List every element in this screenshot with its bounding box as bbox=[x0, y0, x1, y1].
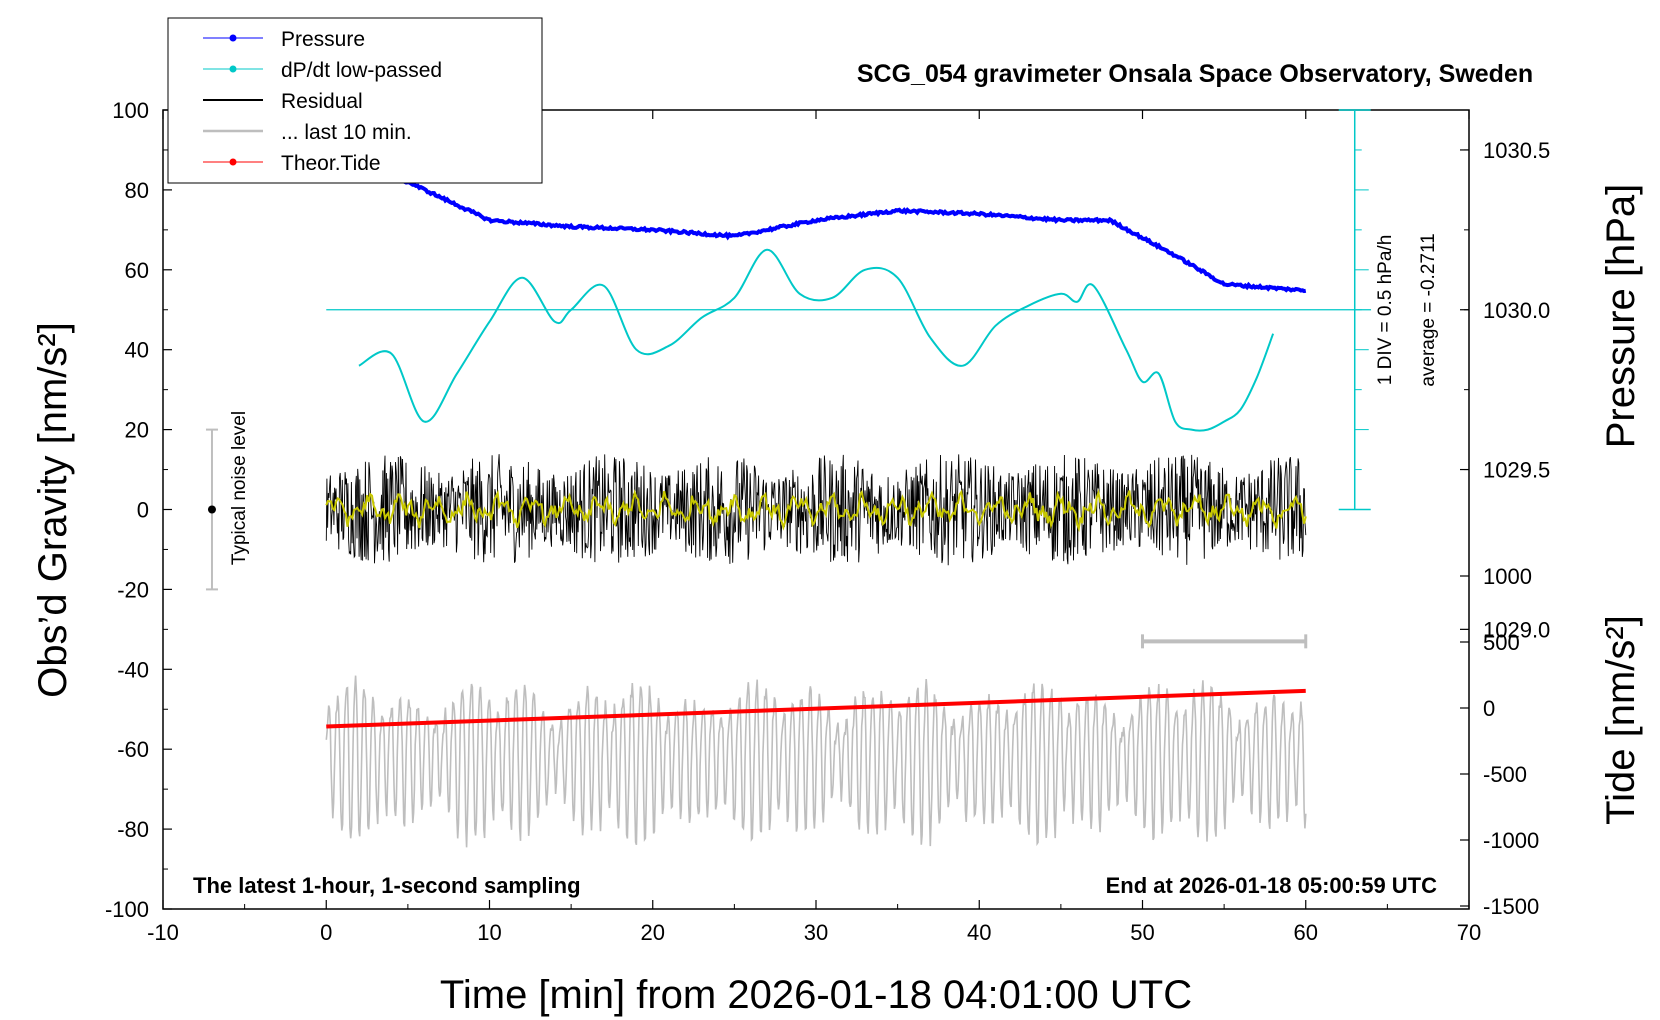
x-axis-title: Time [min] from 2026-01-18 04:01:00 UTC bbox=[440, 973, 1192, 1017]
x-tick-label: -10 bbox=[147, 920, 179, 945]
series-residual bbox=[325, 454, 1307, 566]
tide-tick-label: -1000 bbox=[1483, 828, 1539, 853]
tide-tick-label: 1000 bbox=[1483, 564, 1532, 589]
tide-tick-label: 500 bbox=[1483, 630, 1520, 655]
pressure-tick-label: 1030.5 bbox=[1483, 138, 1550, 163]
noise-level-dot bbox=[207, 505, 216, 514]
x-tick-label: 50 bbox=[1130, 920, 1154, 945]
dpdt-average-label: average = -0.2711 bbox=[1418, 233, 1439, 386]
legend-label-dpdt: dP/dt low-passed bbox=[281, 59, 442, 82]
y-axis-title-tide: Tide [nm/s²] bbox=[1599, 615, 1643, 825]
x-tick-label: 10 bbox=[477, 920, 501, 945]
y-tick-label: 0 bbox=[137, 498, 149, 523]
y-tick-label: -40 bbox=[117, 657, 149, 682]
x-tick-label: 30 bbox=[804, 920, 828, 945]
legend-label-last10: ... last 10 min. bbox=[281, 121, 412, 144]
x-tick-label: 70 bbox=[1457, 920, 1481, 945]
series-last10 bbox=[325, 675, 1307, 848]
noise-level-label: Typical noise level bbox=[229, 411, 250, 565]
x-tick-label: 60 bbox=[1294, 920, 1318, 945]
pressure-tick-label: 1031.0 bbox=[1483, 0, 1550, 3]
y-axis-title-left: Obs’d Gravity [nm/s²] bbox=[31, 322, 75, 698]
x-tick-label: 20 bbox=[641, 920, 665, 945]
y-tick-label: -100 bbox=[105, 897, 149, 922]
legend: Pressure dP/dt low-passed Residual ... l… bbox=[167, 17, 543, 184]
legend-label-pressure: Pressure bbox=[281, 28, 365, 51]
pressure-tick-label: 1030.0 bbox=[1483, 298, 1550, 323]
note-bottom-right: End at 2026-01-18 05:00:59 UTC bbox=[1106, 873, 1437, 898]
y-tick-label: 20 bbox=[125, 418, 149, 443]
x-tick-label: 40 bbox=[967, 920, 991, 945]
y-tick-label: -20 bbox=[117, 577, 149, 602]
legend-label-tide: Theor.Tide bbox=[281, 152, 381, 175]
y-tick-label: -60 bbox=[117, 737, 149, 762]
series-residual-smoothed bbox=[325, 488, 1307, 533]
tide-tick-label: -500 bbox=[1483, 762, 1527, 787]
legend-label-residual: Residual bbox=[281, 90, 363, 113]
pressure-tick-label: 1029.0 bbox=[1483, 617, 1550, 642]
tide-tick-label: 0 bbox=[1483, 696, 1495, 721]
chart-title: SCG_054 gravimeter Onsala Space Observat… bbox=[857, 60, 1533, 88]
y-tick-label: 40 bbox=[125, 338, 149, 363]
y-axis-title-pressure: Pressure [hPa] bbox=[1599, 184, 1643, 449]
y-tick-label: 60 bbox=[125, 258, 149, 283]
legend-item-dpdt: dP/dt low-passed bbox=[203, 59, 442, 82]
tide-tick-label: -1500 bbox=[1483, 894, 1539, 919]
series-tide bbox=[326, 688, 1306, 729]
dpdt-scale-label: 1 DIV = 0.5 hPa/h bbox=[1375, 235, 1396, 386]
series-pressure bbox=[324, 157, 1307, 294]
y-tick-label: 80 bbox=[125, 178, 149, 203]
series-layer bbox=[205, 109, 1372, 848]
ticks-layer: -10 0 10 20 30 40 50 60 70100806040200-20-40-60-… bbox=[105, 0, 1550, 945]
note-bottom-left: The latest 1-hour, 1-second sampling bbox=[193, 873, 581, 898]
legend-item-pressure: Pressure bbox=[203, 28, 365, 51]
pressure-tick-label: 1029.5 bbox=[1483, 458, 1550, 483]
y-tick-label: -80 bbox=[117, 817, 149, 842]
legend-item-tide: Theor.Tide bbox=[203, 152, 381, 175]
series-dpdt bbox=[358, 248, 1275, 432]
x-tick-label: 0 bbox=[320, 920, 332, 945]
legend-item-last10: ... last 10 min. bbox=[203, 121, 412, 144]
y-tick-label: 100 bbox=[112, 98, 149, 123]
legend-item-residual: Residual bbox=[203, 90, 363, 113]
